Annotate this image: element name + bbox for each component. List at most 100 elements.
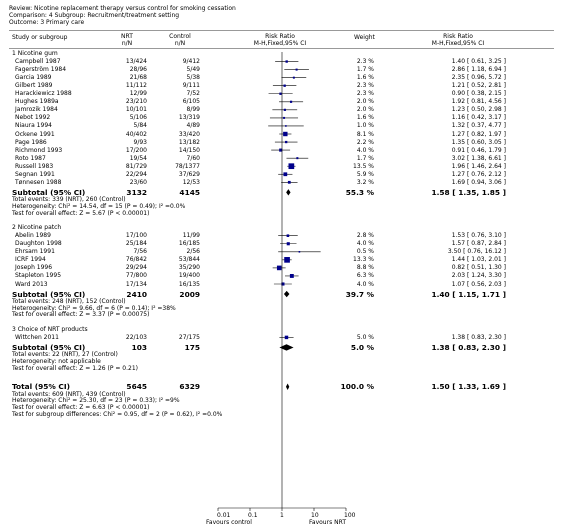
study-control-events: 4/89 [186, 122, 200, 130]
subgroup-note: Test for overall effect: Z = 5.67 (P < 0… [12, 209, 150, 217]
study-name: Abelin 1989 [15, 232, 51, 240]
study-point-box [284, 257, 290, 263]
study-weight: 1.7 % [356, 154, 374, 162]
study-control-events: 78/1377 [175, 162, 200, 170]
study-ci: 3.50 [ 0.76, 16.12 ] [447, 248, 506, 256]
study-name: Nebot 1992 [15, 114, 51, 122]
study-weight: 1.6 % [356, 74, 374, 82]
subtotal-control: 4145 [179, 187, 200, 197]
subgroup-note: Total events: 248 (NRT), 152 (Control) [12, 298, 126, 306]
study-ci: 1.40 [ 0.61, 3.25 ] [451, 58, 506, 66]
subtotal-nrt: 2410 [126, 289, 147, 299]
study-weight: 2.0 % [356, 98, 374, 106]
total-note: Test for overall effect: Z = 6.63 (P < 0… [12, 403, 150, 411]
study-ci: 1.96 [ 1.46, 2.64 ] [451, 162, 506, 170]
study-name: Segnan 1991 [15, 170, 55, 178]
study-name: Niaura 1994 [15, 122, 52, 130]
study-point-box [296, 157, 299, 160]
study-name: Jamrozik 1984 [15, 106, 58, 114]
study-weight: 1.0 % [356, 122, 374, 130]
study-weight: 5.9 % [356, 170, 374, 178]
study-name: Ehrsam 1991 [15, 248, 55, 256]
total-note: Test for subgroup differences: Chi² = 0.… [12, 410, 223, 418]
subgroup-note: Test for overall effect: Z = 1.26 (P = 0… [12, 364, 138, 372]
study-control-events: 19/400 [178, 272, 200, 280]
study-control-events: 53/844 [178, 256, 200, 264]
study-weight: 2.0 % [356, 106, 374, 114]
study-point-box [286, 234, 290, 237]
study-nrt-events: 11/112 [125, 82, 147, 90]
study-weight: 8.8 % [356, 264, 374, 272]
study-nrt-events: 28/96 [129, 66, 147, 74]
study-name: Joseph 1996 [15, 264, 53, 272]
study-point-box [295, 68, 298, 71]
total-ci: 1.50 [ 1.33, 1.69 ] [431, 382, 506, 392]
subtotal-ci: 1.38 [ 0.83, 2.30 ] [431, 342, 506, 352]
total-control: 6329 [179, 382, 200, 392]
study-nrt-events: 9/93 [133, 138, 147, 146]
study-nrt-events: 40/402 [125, 130, 147, 138]
subgroup-title: 1 Nicotine gum [12, 50, 58, 57]
study-ci: 1.92 [ 0.81, 4.56 ] [451, 98, 506, 106]
study-ci: 0.90 [ 0.38, 2.15 ] [451, 90, 506, 98]
study-point-box [285, 140, 288, 144]
study-control-events: 33/420 [178, 130, 200, 138]
study-control-events: 12/53 [182, 178, 200, 186]
study-weight: 2.3 % [356, 58, 374, 66]
study-control-events: 7/60 [186, 154, 200, 162]
study-nrt-events: 23/60 [129, 178, 147, 186]
total-nrt: 5645 [126, 382, 147, 392]
study-point-box [283, 84, 286, 87]
study-control-events: 9/412 [182, 58, 200, 66]
study-name: Richmond 1993 [15, 146, 63, 154]
subtotal-ci: 1.40 [ 1.15, 1.71 ] [431, 289, 506, 299]
subtotal-diamond [279, 344, 294, 351]
favours-control-label: Favours control [206, 519, 252, 526]
study-ci: 1.16 [ 0.42, 3.17 ] [451, 114, 506, 122]
study-control-events: 27/175 [178, 333, 200, 341]
study-nrt-events: 22/294 [125, 170, 147, 178]
study-ci: 1.23 [ 0.50, 2.98 ] [451, 106, 506, 114]
col-control-header: Control [169, 33, 191, 40]
study-name: Tønnesen 1988 [15, 178, 62, 186]
study-ci: 1.21 [ 0.52, 2.81 ] [451, 82, 506, 90]
study-point-box [284, 335, 289, 340]
header-bottom-rule [9, 48, 554, 49]
study-point-box [283, 108, 286, 111]
col-rr-header: Risk Ratio [265, 33, 295, 40]
study-control-events: 9/111 [182, 82, 200, 90]
study-point-box [286, 242, 290, 246]
study-nrt-events: 13/424 [125, 58, 147, 66]
subgroup-note: Test for overall effect: Z = 3.37 (P = 0… [12, 311, 150, 319]
study-nrt-events: 10/101 [125, 106, 147, 114]
col-study-header: Study or subgroup [12, 34, 68, 41]
subtotal-control: 175 [184, 342, 200, 352]
study-weight: 0.5 % [356, 248, 374, 256]
axis-tick-label: 10 [311, 512, 319, 519]
subtotal-nrt: 103 [131, 342, 147, 352]
comparison-title: Comparison: 4 Subgroup: Recruitment/trea… [9, 12, 180, 19]
study-weight: 2.8 % [356, 232, 374, 240]
study-weight: 4.0 % [356, 146, 374, 154]
subgroup-note: Total events: 339 (NRT), 260 (Control) [12, 196, 126, 204]
subtotal-label: Subtotal (95% CI) [12, 289, 86, 299]
subtotal-weight: 55.3 % [345, 187, 374, 197]
subtotal-control: 2009 [179, 289, 200, 299]
study-point-box [285, 125, 287, 127]
study-point-box [279, 148, 283, 152]
col-rr2-header: Risk Ratio [443, 33, 473, 40]
study-nrt-events: 22/103 [125, 333, 147, 341]
study-weight: 4.0 % [356, 280, 374, 288]
study-ci: 1.32 [ 0.37, 4.77 ] [451, 122, 506, 130]
total-label: Total (95% CI) [12, 382, 70, 392]
review-title: Review: Nicotine replacement therapy ver… [9, 5, 236, 12]
study-ci: 1.35 [ 0.60, 3.05 ] [451, 138, 506, 146]
study-nrt-events: 77/800 [125, 272, 147, 280]
study-name: Garcia 1989 [15, 74, 52, 82]
col-nrt-subheader: n/N [121, 40, 133, 47]
study-ci: 1.38 [ 0.83, 2.30 ] [451, 333, 506, 341]
subgroup-title: 3 Choice of NRT products [12, 325, 88, 333]
study-control-events: 16/135 [178, 280, 200, 288]
study-nrt-events: 17/134 [125, 280, 147, 288]
study-weight: 3.2 % [356, 178, 374, 186]
